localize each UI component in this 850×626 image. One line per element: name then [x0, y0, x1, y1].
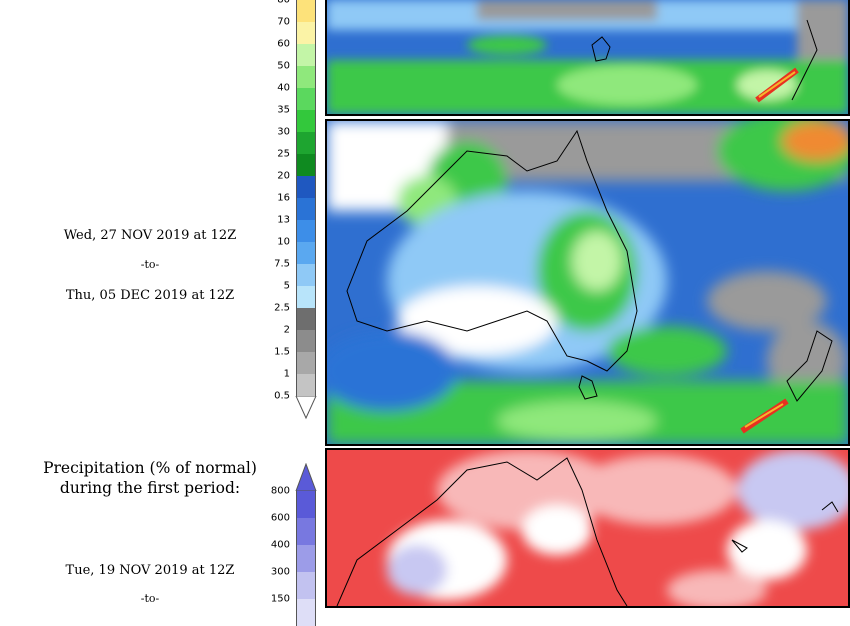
- precip-colorbar-min-arrow: [295, 396, 317, 420]
- precip-colorbar-tick-label: 2.5: [274, 302, 290, 314]
- precip-map-current-period: [325, 119, 850, 446]
- precip-colorbar-ticks: 80 70 60 50 40 35 30 25 20 16 13 10 7.5 5 2.5 2 1.5 1 0.5: [250, 0, 290, 420]
- precip-colorbar-swatch: [296, 0, 316, 22]
- precip-colorbar-swatch: [296, 198, 316, 220]
- precip-colorbar-tick-label: 30: [277, 126, 290, 138]
- precip-colorbar-swatch: [296, 176, 316, 198]
- precip-colorbar-swatch: [296, 44, 316, 66]
- anomaly-colorbar-swatch: [296, 491, 316, 518]
- anomaly-heading-line1: Precipitation (% of normal): [43, 459, 257, 477]
- precip-colorbar-tick-label: 20: [277, 170, 290, 182]
- anomaly-colorbar-ticks: 800 600 400 300 150: [250, 0, 290, 605]
- precip-colorbar-tick-label: 40: [277, 82, 290, 94]
- precip-colorbar-tick-label: 5: [283, 280, 290, 292]
- anomaly-colorbar-tick-label: 800: [270, 485, 290, 497]
- period-separator: -to-: [140, 258, 160, 271]
- precip-colorbar-swatch: [296, 264, 316, 286]
- precip-colorbar-swatch: [296, 66, 316, 88]
- anomaly-colorbar-tick-label: 600: [270, 512, 290, 524]
- precip-colorbar-swatch: [296, 242, 316, 264]
- precip-colorbar-tick-label: 60: [277, 38, 290, 50]
- precip-colorbar-tick-label: 16: [277, 192, 290, 204]
- precip-colorbar-tick-label: 50: [277, 60, 290, 72]
- precip-colorbar-swatch: [296, 110, 316, 132]
- precip-colorbar-tick-label: 25: [277, 148, 290, 160]
- precip-colorbar-tick-label: 10: [277, 236, 290, 248]
- precip-colorbar-tick-label: 1.5: [274, 346, 290, 358]
- precip-colorbar-swatch: [296, 308, 316, 330]
- precip-map-previous-image: [327, 0, 848, 114]
- precip-colorbar-swatch: [296, 22, 316, 44]
- precip-colorbar-tick-label: 1: [283, 368, 290, 380]
- anomaly-heading-line2: during the first period:: [59, 479, 241, 497]
- precip-colorbar-swatch: [296, 154, 316, 176]
- precip-colorbar-tick-label: 13: [277, 214, 290, 226]
- precip-colorbar-swatch: [296, 330, 316, 352]
- precip-colorbar-swatch: [296, 374, 316, 396]
- precip-map-current-image: [327, 121, 848, 444]
- precip-anomaly-map: [325, 448, 850, 608]
- anomaly-colorbar-max-arrow: [295, 463, 317, 491]
- precip-map-previous-period: [325, 0, 850, 116]
- anomaly-colorbar-tick-label: 150: [270, 593, 290, 605]
- precip-anomaly-image: [327, 450, 848, 606]
- precip-colorbar-swatch: [296, 220, 316, 242]
- precip-colorbar-swatch: [296, 352, 316, 374]
- precip-colorbar-swatch: [296, 132, 316, 154]
- anomaly-colorbar-swatch: [296, 599, 316, 626]
- precip-colorbar-tick-label: 80: [277, 0, 290, 6]
- anomaly-start-date: Tue, 19 NOV 2019 at 12Z: [65, 563, 235, 578]
- precip-colorbar-swatch: [296, 88, 316, 110]
- precip-colorbar-tick-label: 70: [277, 16, 290, 28]
- anomaly-colorbar-swatch: [296, 572, 316, 599]
- precip-colorbar-tick-label: 0.5: [274, 390, 290, 402]
- anomaly-colorbar-swatch: [296, 518, 316, 545]
- precip-colorbar-tick-label: 7.5: [274, 258, 290, 270]
- precip-colorbar-tick-label: 2: [283, 324, 290, 336]
- anomaly-separator: -to-: [140, 592, 160, 605]
- anomaly-colorbar-tick-label: 300: [270, 566, 290, 578]
- precip-colorbar: [295, 0, 317, 420]
- anomaly-colorbar-swatch: [296, 545, 316, 572]
- period-end-date: Thu, 05 DEC 2019 at 12Z: [65, 288, 235, 303]
- anomaly-colorbar: [295, 463, 317, 626]
- anomaly-colorbar-tick-label: 400: [270, 539, 290, 551]
- precip-colorbar-tick-label: 35: [277, 104, 290, 116]
- precip-colorbar-swatch: [296, 286, 316, 308]
- period-start-date: Wed, 27 NOV 2019 at 12Z: [63, 228, 237, 243]
